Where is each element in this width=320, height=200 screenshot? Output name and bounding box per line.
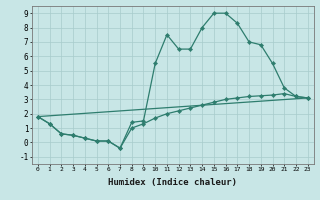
X-axis label: Humidex (Indice chaleur): Humidex (Indice chaleur) (108, 178, 237, 187)
